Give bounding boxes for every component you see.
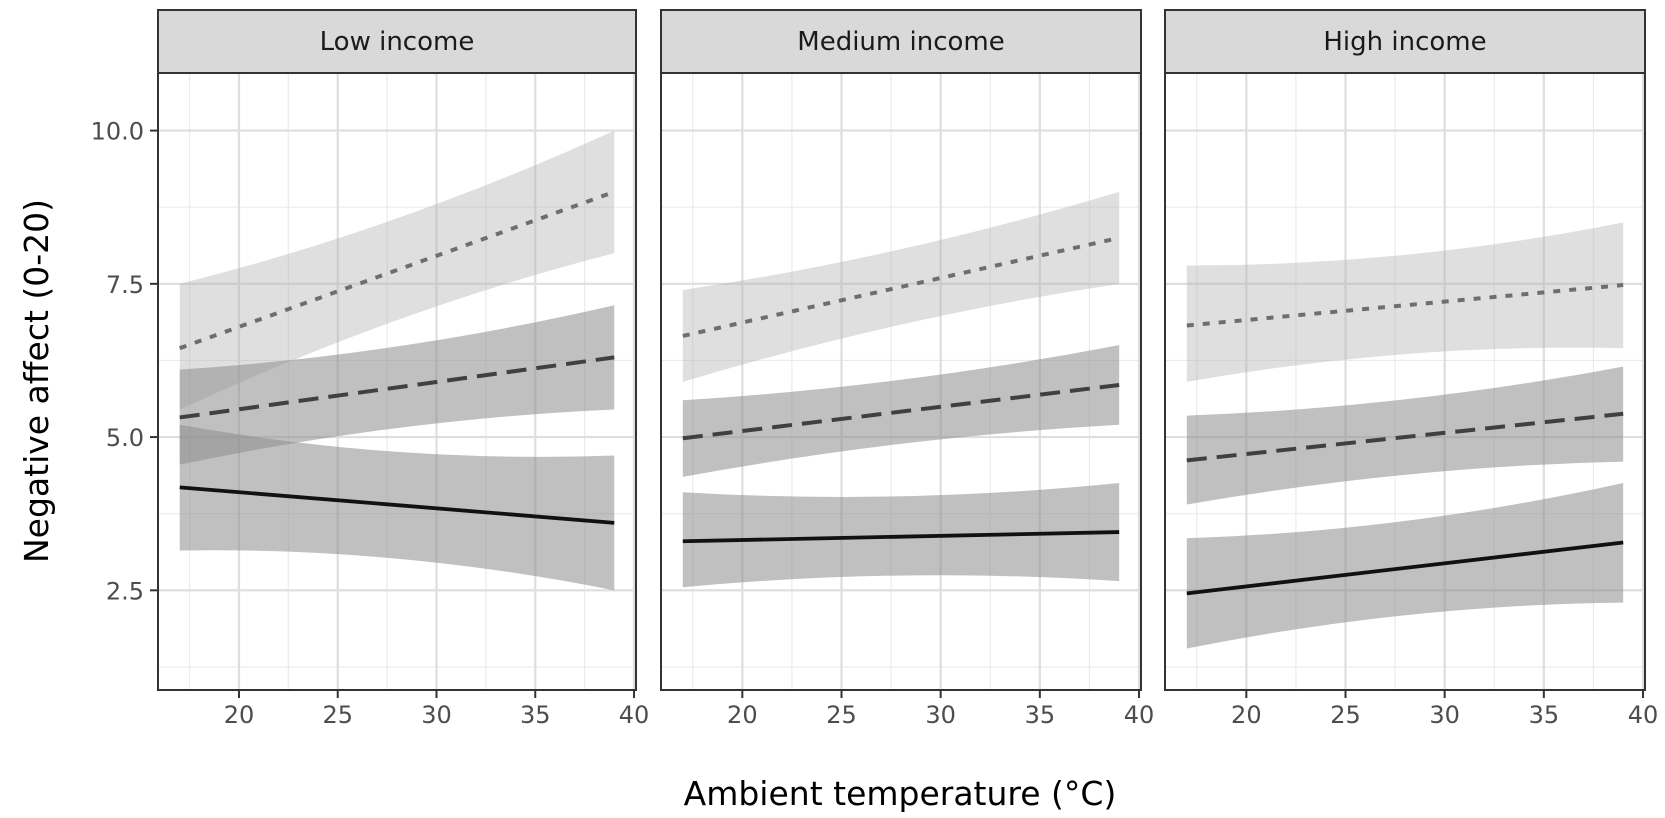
x-tick-label: 35 bbox=[520, 701, 551, 729]
panel-border bbox=[1164, 72, 1646, 691]
y-tick-label: 5.0 bbox=[106, 424, 144, 452]
facet-strip-label: Medium income bbox=[797, 27, 1004, 57]
x-tick-label: 25 bbox=[322, 701, 353, 729]
facet-strip bbox=[157, 9, 637, 74]
x-tick-label: 40 bbox=[1124, 701, 1155, 729]
x-tick-label: 30 bbox=[1429, 701, 1460, 729]
y-tick-label: 7.5 bbox=[106, 271, 144, 299]
x-tick-label: 20 bbox=[224, 701, 255, 729]
series-line-solid bbox=[682, 530, 1120, 544]
series-line-dashed bbox=[1186, 411, 1624, 463]
confidence-band-solid bbox=[1186, 483, 1624, 649]
facet-strip-label: Low income bbox=[320, 27, 475, 57]
panel-border bbox=[660, 72, 1142, 691]
x-tick-label: 25 bbox=[826, 701, 857, 729]
series-line-solid bbox=[179, 485, 615, 525]
confidence-band-dotted bbox=[1186, 222, 1624, 382]
x-tick-label: 35 bbox=[1529, 701, 1560, 729]
confidence-band-dashed bbox=[179, 305, 615, 465]
facet-strip bbox=[660, 9, 1142, 74]
x-tick-label: 25 bbox=[1330, 701, 1361, 729]
facet-panel: Low income 20 25 30 35 40 2.5 5.0 7.5 10.0 bbox=[91, 9, 650, 729]
x-tick-label: 30 bbox=[421, 701, 452, 729]
series-line-dotted bbox=[682, 235, 1120, 338]
confidence-band-solid bbox=[179, 424, 615, 591]
x-axis-title: Ambient temperature (°C) bbox=[684, 774, 1117, 813]
confidence-band-dotted bbox=[682, 191, 1120, 382]
y-axis-title: Negative affect (0-20) bbox=[17, 199, 56, 563]
panels-layer: Low income 20 25 30 35 40 2.5 5.0 7.5 10.0 Medium … bbox=[91, 9, 1659, 729]
series-layer bbox=[682, 191, 1120, 588]
facet-strip bbox=[1164, 9, 1646, 74]
series-line-dotted bbox=[179, 189, 615, 351]
y-tick-label: 10.0 bbox=[91, 118, 144, 146]
x-tick-label: 40 bbox=[1628, 701, 1659, 729]
x-tick-label: 20 bbox=[1231, 701, 1262, 729]
facet-strip-label: High income bbox=[1323, 27, 1486, 57]
x-tick-label: 20 bbox=[727, 701, 758, 729]
series-line-solid bbox=[1186, 540, 1624, 596]
series-layer bbox=[1186, 222, 1624, 649]
panel-border bbox=[157, 72, 637, 691]
facet-panel: Medium income 20 25 30 35 40 bbox=[660, 9, 1155, 729]
x-tick-label: 40 bbox=[619, 701, 650, 729]
x-tick-label: 35 bbox=[1025, 701, 1056, 729]
series-layer bbox=[179, 130, 615, 591]
series-line-dashed bbox=[179, 355, 615, 420]
facet-panel: High income 20 25 30 35 40 bbox=[1164, 9, 1659, 729]
series-line-dashed bbox=[682, 382, 1120, 441]
y-tick-label: 2.5 bbox=[106, 577, 144, 605]
x-tick-label: 30 bbox=[925, 701, 956, 729]
